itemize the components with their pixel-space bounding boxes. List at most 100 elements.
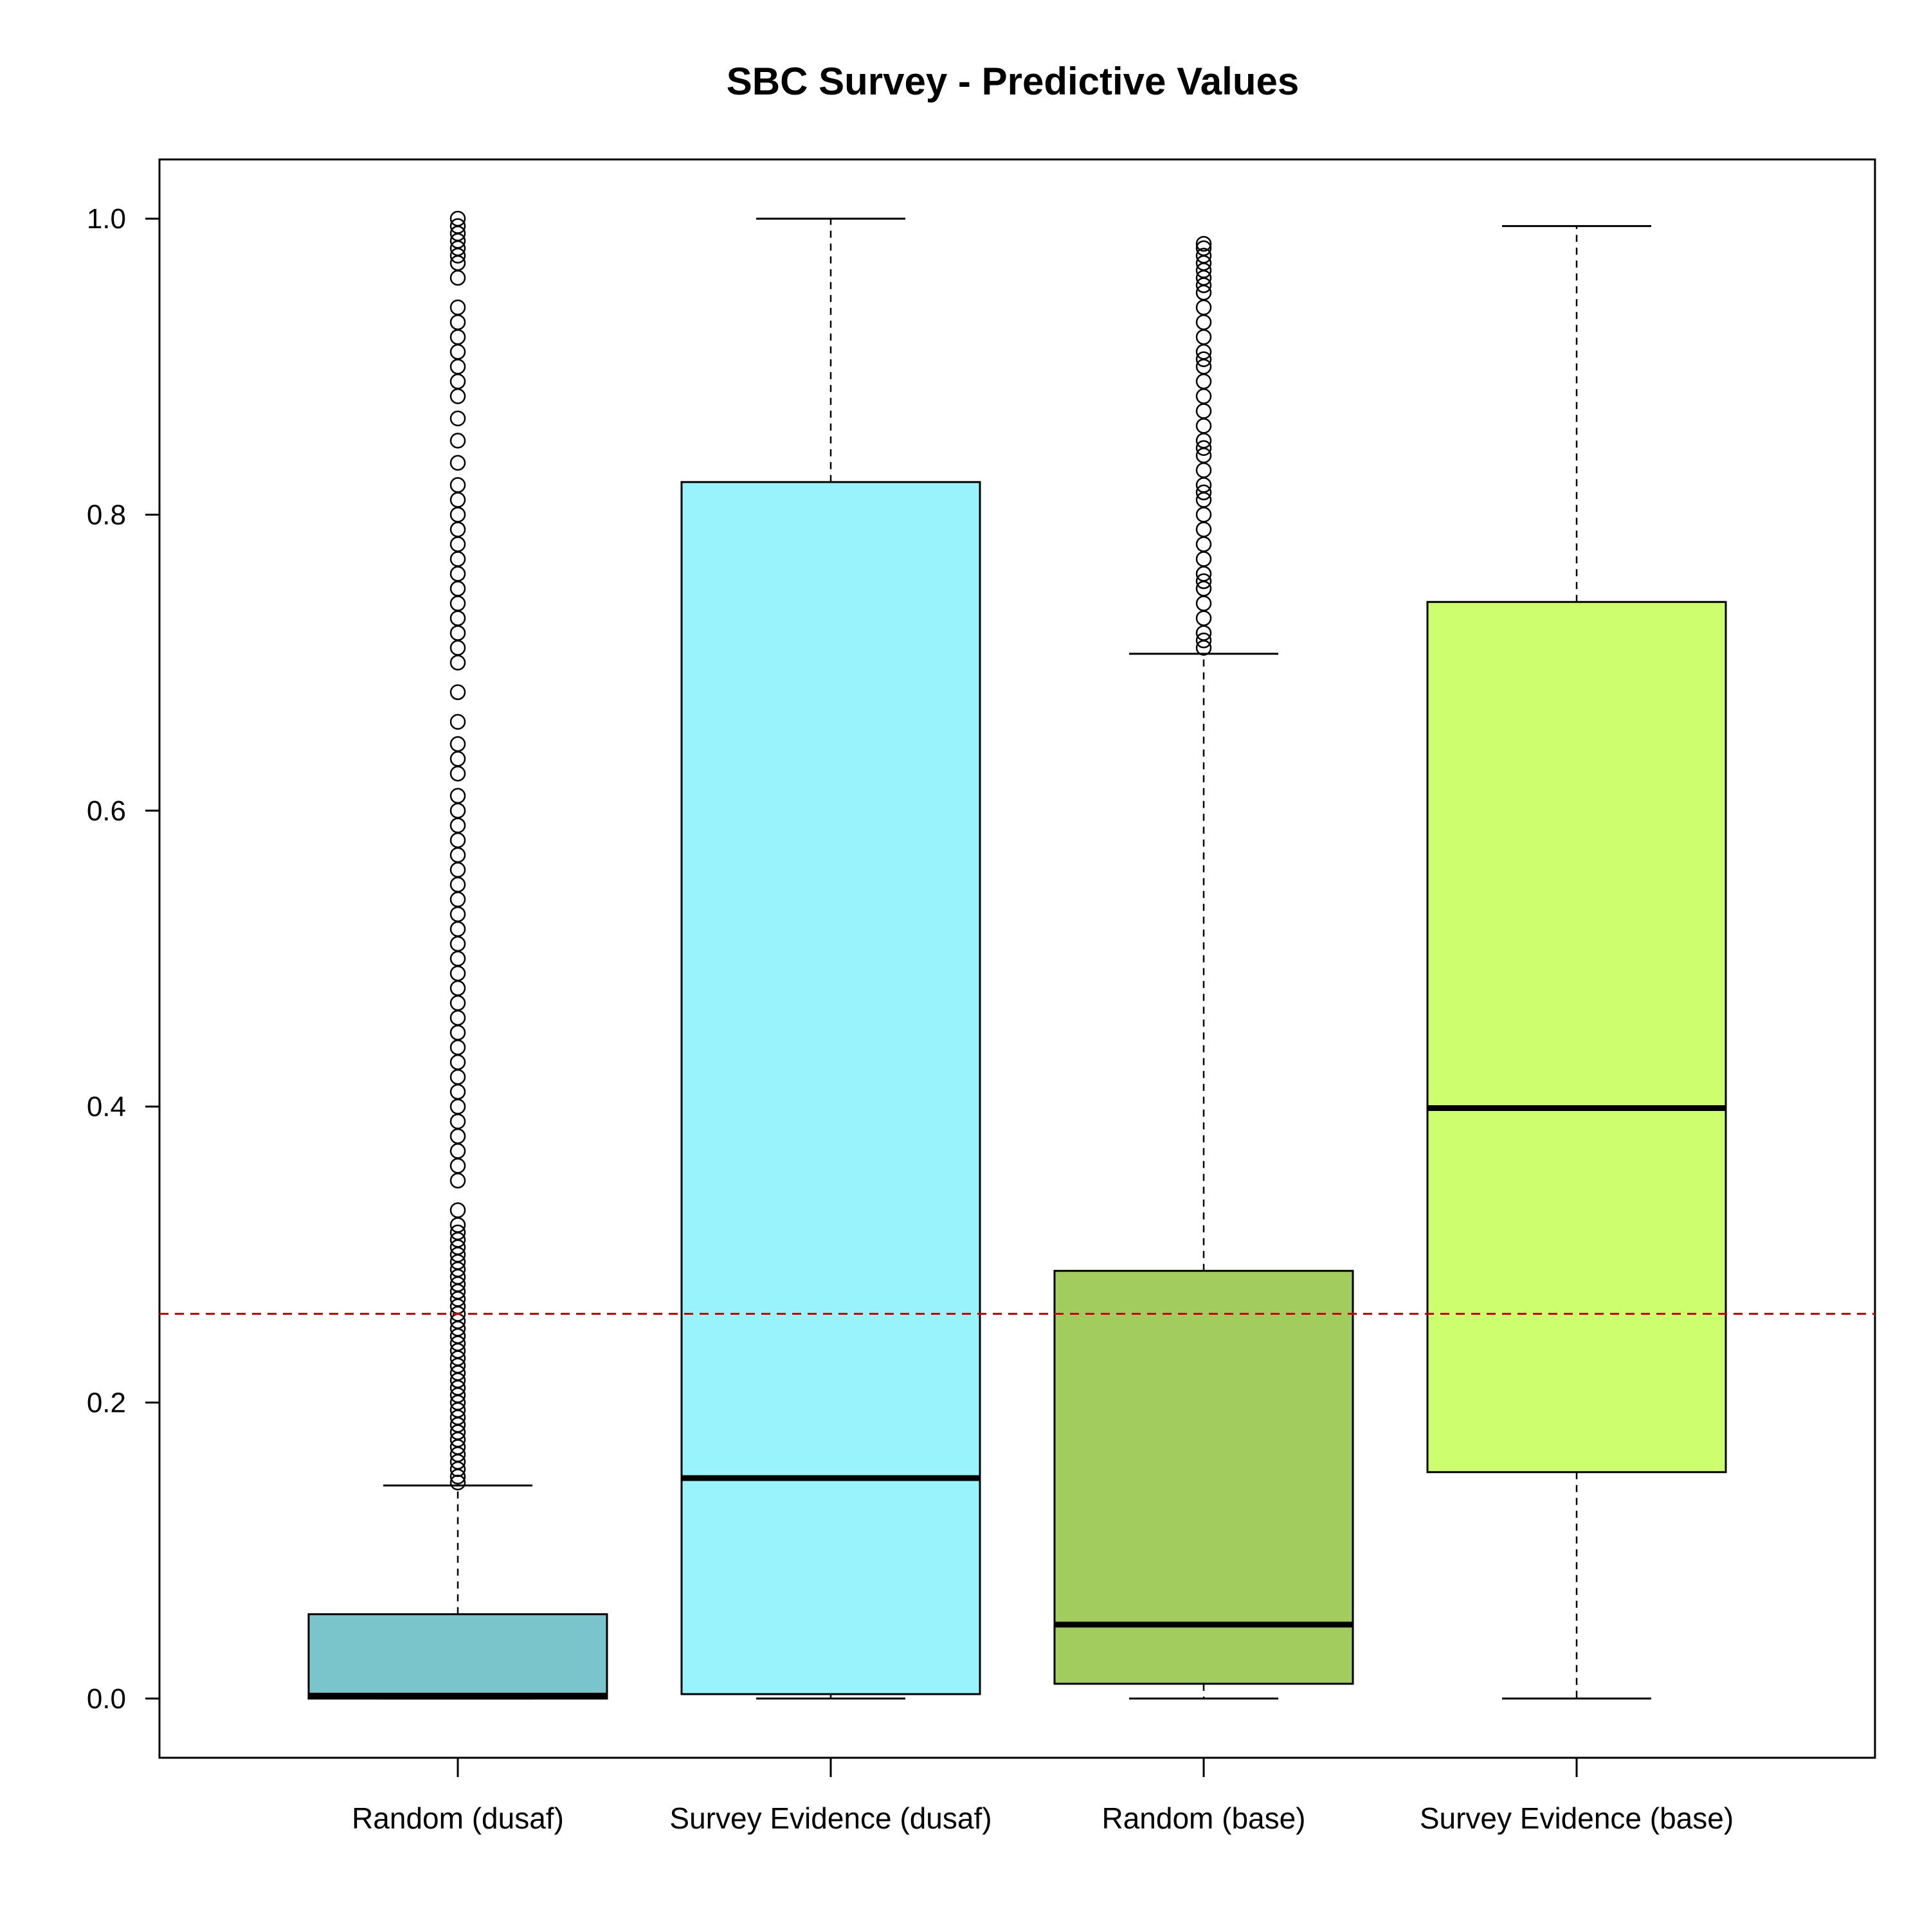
outlier-point [449,802,466,819]
outlier-point [449,1069,466,1085]
outlier-point [1195,418,1212,434]
outlier-point [449,766,466,782]
outlier-point [449,980,466,997]
outlier-point [449,551,466,567]
box-body [307,1613,608,1700]
outlier-point [449,921,466,937]
outlier-point [449,891,466,908]
box-group [680,217,981,1700]
outlier-point [449,950,466,967]
outlier-point [449,1054,466,1070]
outlier-point [1195,551,1212,567]
y-tick-label: 0.6 [87,795,126,827]
outlier-point [1195,329,1212,345]
outlier-point [1195,403,1212,419]
outlier-point [449,329,466,345]
x-axis: Random (dusaf) Survey Evidence (dusaf) Ran… [352,1758,1734,1835]
outlier-point [449,1024,466,1041]
outlier-point [449,269,466,286]
outlier-point [449,1113,466,1130]
outlier-point [449,876,466,893]
outlier-point [449,566,466,582]
outlier-point [449,714,466,730]
outlier-point [449,492,466,508]
outlier-point [449,374,466,390]
y-tick-label: 1.0 [87,203,126,235]
outlier-point [1195,351,1212,367]
outlier-point [449,935,466,952]
outlier-point [449,906,466,923]
box-group [1053,235,1354,1700]
outlier-point [449,788,466,804]
outlier-point [1195,507,1212,523]
outlier-point [1195,440,1212,456]
outlier-point [1195,462,1212,478]
outlier-point [449,832,466,849]
outlier-point [1195,610,1212,626]
outlier-point [449,817,466,834]
outlier-point [449,1474,466,1491]
y-tick-label: 0.0 [87,1683,126,1715]
outlier-point [449,655,466,671]
outlier-point [449,433,466,449]
outlier-point [449,1202,466,1218]
outlier-point [449,1128,466,1144]
box-body [680,481,981,1695]
outlier-point [449,995,466,1011]
outlier-point [1195,632,1212,649]
outlier-point [1195,536,1212,552]
x-category-label: Random (dusaf) [352,1801,564,1835]
outlier-point [449,507,466,523]
outlier-point [449,1158,466,1174]
x-category-label: Random (base) [1101,1801,1305,1835]
outlier-point [449,610,466,626]
outlier-point [1195,595,1212,611]
outlier-point [1195,240,1212,257]
outlier-point [449,477,466,493]
outlier-point [1195,484,1212,501]
outlier-point [1195,388,1212,404]
outlier-point [449,1098,466,1115]
box-group [1426,225,1727,1700]
outlier-point [449,359,466,375]
chart-title: SBC Survey - Predictive Values [727,60,1299,103]
outlier-point [449,521,466,537]
x-category-label: Survey Evidence (base) [1420,1801,1734,1835]
outlier-point [1195,573,1212,590]
outlier-point [449,595,466,611]
outlier-point [1195,374,1212,390]
outlier-point [449,410,466,427]
box-body [1426,600,1727,1474]
box-body [1053,1270,1354,1685]
outlier-point [449,314,466,330]
outlier-point [449,299,466,316]
outlier-point [449,847,466,863]
outlier-point [449,1142,466,1159]
outlier-point [449,455,466,471]
outlier-point [449,640,466,656]
outlier-point [449,210,466,227]
outlier-point [449,1173,466,1189]
outlier-point [1195,299,1212,316]
boxes-layer [307,210,1727,1700]
outlier-point [449,388,466,404]
outlier-point [1195,235,1212,252]
outlier-point [449,536,466,552]
outlier-point [449,965,466,982]
outlier-point [1195,248,1212,264]
plot-frame [158,158,1876,1759]
outlier-point [449,625,466,641]
outlier-point [449,684,466,700]
outlier-point [449,1039,466,1056]
box-group [307,210,608,1700]
outlier-point [449,736,466,752]
y-tick-label: 0.8 [87,499,126,530]
outlier-point [449,581,466,597]
outlier-point [1195,521,1212,537]
y-tick-label: 0.4 [87,1091,126,1123]
outlier-point [1195,314,1212,330]
outlier-point [449,343,466,360]
outlier-point [449,1083,466,1100]
